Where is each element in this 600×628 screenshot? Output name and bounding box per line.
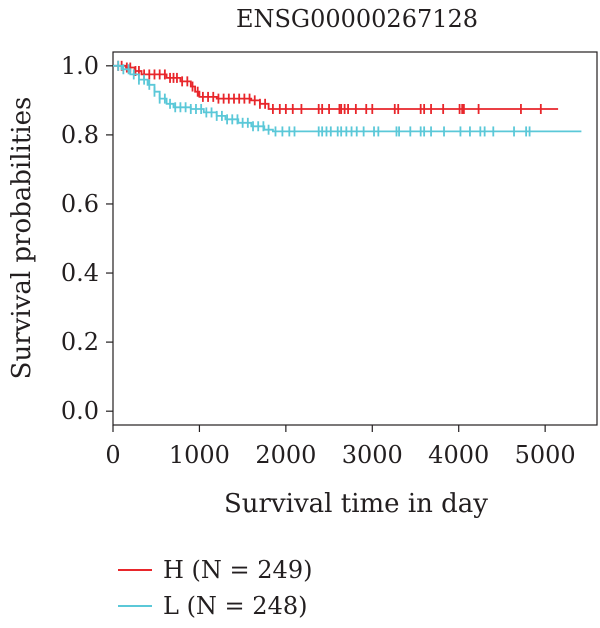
x-tick-label: 1000	[169, 441, 230, 469]
y-axis-label: Survival probabilities	[7, 97, 37, 380]
plot-border	[112, 51, 598, 426]
legend-label-h: H (N = 249)	[163, 556, 312, 584]
y-tick-label: 1.0	[61, 52, 99, 80]
x-tick-label: 2000	[255, 441, 316, 469]
y-tick-label: 0.0	[61, 397, 99, 425]
y-tick-label: 0.8	[61, 121, 99, 149]
survival-curve-l	[113, 64, 582, 133]
series-layer	[113, 60, 582, 137]
y-tick-label: 0.2	[61, 328, 99, 356]
x-axis: 0 1000 2000 3000 4000 5000	[105, 425, 576, 469]
legend: H (N = 249) L (N = 248)	[118, 556, 312, 620]
x-tick-label: 3000	[342, 441, 403, 469]
x-tick-label: 0	[105, 441, 120, 469]
x-axis-label: Survival time in day	[224, 489, 488, 519]
legend-label-l: L (N = 248)	[163, 592, 307, 620]
chart-title: ENSG00000267128	[236, 5, 478, 33]
plot-area	[112, 51, 598, 426]
y-axis: 0.0 0.2 0.4 0.6 0.8 1.0	[61, 52, 113, 425]
x-tick-label: 4000	[428, 441, 489, 469]
y-tick-label: 0.6	[61, 190, 99, 218]
y-tick-label: 0.4	[61, 259, 99, 287]
x-tick-label: 5000	[515, 441, 576, 469]
